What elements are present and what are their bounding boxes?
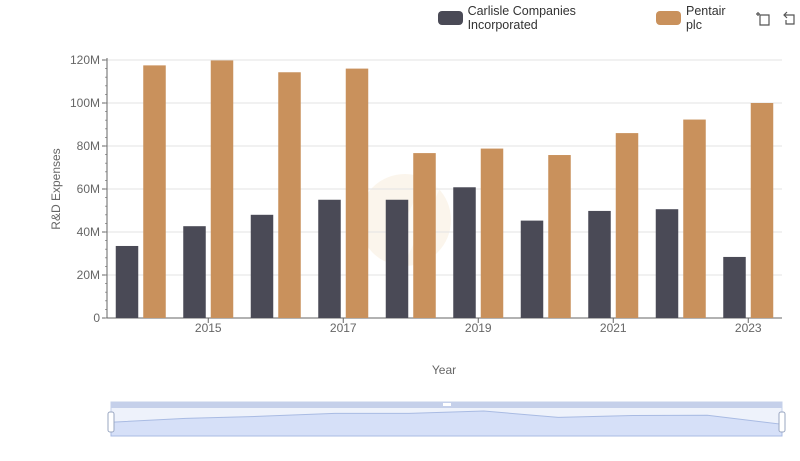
slider-grip[interactable]	[443, 403, 451, 406]
x-tick-label: 2023	[735, 321, 762, 335]
legend-swatch	[438, 11, 463, 25]
bar-pentair-2022[interactable]	[683, 119, 706, 319]
bar-carlisle-2020[interactable]	[520, 220, 544, 318]
bar-pentair-2018[interactable]	[413, 153, 436, 318]
bar-carlisle-2021[interactable]	[588, 210, 611, 318]
legend-label: Pentair plc	[685, 4, 726, 32]
legend-label: Carlisle Companies Incorporated	[467, 4, 576, 32]
bar-pentair-2020[interactable]	[548, 155, 571, 318]
bar-carlisle-2015[interactable]	[183, 226, 206, 318]
bar-pentair-2023[interactable]	[750, 103, 774, 318]
bar-pentair-2019[interactable]	[480, 148, 504, 318]
y-tick-label: 100M	[70, 96, 100, 110]
legend: Carlisle Companies Incorporated Pentair …	[438, 4, 800, 32]
x-axis-label: Year	[432, 363, 456, 377]
zoom-reset-icon[interactable]	[782, 9, 800, 27]
x-tick-label: 2015	[195, 321, 222, 335]
y-tick-label: 80M	[77, 139, 100, 153]
tick-labels: 0 20M 40M 60M 80M 100M 120M 2015 2017 2019 2021 202…	[70, 53, 762, 335]
slider-handle-left[interactable]	[107, 411, 115, 433]
bar-carlisle-2014[interactable]	[115, 245, 139, 318]
bar-pentair-2017[interactable]	[345, 68, 369, 318]
bar-carlisle-2017[interactable]	[318, 199, 341, 318]
x-tick-label: 2017	[330, 321, 357, 335]
x-tick-label: 2019	[465, 321, 492, 335]
y-tick-label: 120M	[70, 53, 100, 67]
legend-swatch	[656, 11, 681, 25]
bar-pentair-2021[interactable]	[615, 133, 639, 318]
bar-pentair-2015[interactable]	[210, 60, 234, 319]
x-tick-label: 2021	[600, 321, 627, 335]
bar-pentair-2016[interactable]	[278, 72, 301, 318]
bar-carlisle-2023[interactable]	[723, 256, 746, 318]
slider-handle-right[interactable]	[778, 411, 786, 433]
range-slider[interactable]	[107, 401, 786, 437]
bars	[115, 60, 774, 319]
bar-carlisle-2018[interactable]	[385, 199, 409, 318]
legend-item-carlisle[interactable]: Carlisle Companies Incorporated	[438, 4, 646, 32]
bar-pentair-2014[interactable]	[143, 65, 166, 318]
y-tick-label: 40M	[77, 225, 100, 239]
y-tick-label: 60M	[77, 182, 100, 196]
bar-carlisle-2019[interactable]	[453, 187, 476, 318]
bar-carlisle-2022[interactable]	[655, 209, 679, 318]
bar-carlisle-2016[interactable]	[250, 214, 274, 318]
zoom-rect-icon[interactable]	[754, 9, 772, 27]
y-axis-label: R&D Expenses	[49, 148, 63, 229]
y-tick-label: 20M	[77, 268, 100, 282]
y-tick-label: 0	[93, 311, 100, 325]
legend-item-pentair[interactable]: Pentair plc	[656, 4, 744, 32]
